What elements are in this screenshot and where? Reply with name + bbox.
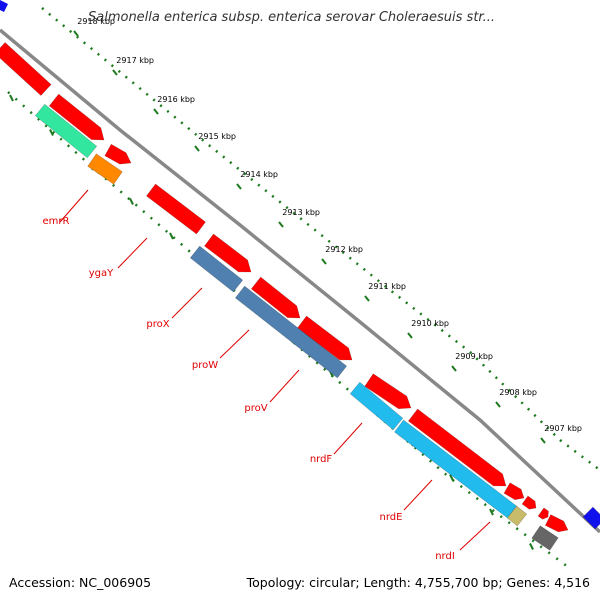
scale-tick: [112, 69, 118, 76]
inner-tick: [529, 543, 534, 550]
cog-feature: [506, 505, 528, 527]
scale-tick: [278, 221, 284, 228]
label-leader-lines: [59, 189, 491, 551]
scale-tick: [364, 295, 370, 302]
scale-label: 2909 kbp: [455, 352, 493, 361]
inner-tick: [449, 474, 454, 481]
genome-summary-text: Topology: circular; Length: 4,755,700 bp…: [246, 575, 590, 590]
cds-feature: [407, 408, 507, 487]
scale-label: 2915 kbp: [198, 132, 236, 141]
gene-label: proV: [244, 403, 267, 414]
scale-label: 2907 kbp: [544, 424, 582, 433]
cog-feature: [394, 419, 517, 519]
inner-scale-dots: [7, 91, 573, 571]
scale-label: 2916 kbp: [157, 95, 195, 104]
label-leader: [117, 237, 148, 269]
cds-feature: [297, 315, 353, 361]
cog-feature: [349, 381, 404, 431]
label-leader: [333, 422, 363, 455]
scale-tick: [73, 30, 79, 37]
scale-tick: [407, 332, 413, 339]
cds-feature: [0, 42, 52, 96]
scale-tick: [321, 258, 327, 265]
gene-label: ygaY: [89, 268, 114, 279]
scale-tick: [153, 108, 159, 115]
scale-label: 2918 kbp: [77, 17, 115, 26]
cog-feature: [0, 0, 8, 12]
cds-feature: [544, 514, 569, 533]
inner-tick: [169, 232, 174, 240]
cog-feature: [189, 245, 244, 293]
gene-label: proW: [192, 360, 218, 371]
label-leader: [59, 189, 89, 223]
gene-label: nrdI: [435, 551, 455, 562]
label-leader: [403, 479, 433, 511]
gene-label: nrdE: [380, 512, 403, 523]
gene-label: emrR: [43, 216, 70, 227]
cds-feature: [364, 373, 412, 410]
gene-label: nrdF: [310, 454, 333, 465]
genome-backbone: [0, 28, 600, 534]
label-leader: [459, 521, 491, 551]
cds-feature: [204, 233, 252, 273]
cog-feature: [234, 285, 348, 379]
scale-tick: [194, 145, 200, 152]
cds-feature: [521, 495, 537, 510]
cds-feature: [104, 143, 132, 165]
scale-label: 2913 kbp: [282, 208, 320, 217]
cog-feature: [34, 103, 98, 159]
inner-tick: [49, 129, 54, 136]
scale-tick: [540, 437, 546, 444]
cog-feature: [582, 506, 600, 530]
cds-feature: [146, 183, 206, 235]
scale-label: 2908 kbp: [499, 388, 537, 397]
label-leader: [269, 369, 300, 403]
accession-text: Accession: NC_006905: [9, 575, 152, 590]
cds-feature: [48, 93, 105, 141]
scale-label: 2914 kbp: [240, 170, 278, 179]
cog-feature: [531, 525, 559, 551]
gene-labels: emrR ygaY proX proW proV nrdF nrdE nrdI: [43, 216, 455, 562]
scale-tick: [236, 183, 242, 190]
cog-feature: [87, 153, 123, 185]
inner-tick: [9, 94, 14, 102]
inner-tick: [489, 508, 494, 516]
outer-scale-dots: [41, 7, 600, 471]
gene-label: proX: [146, 319, 169, 330]
cds-feature: [250, 276, 301, 319]
gene-features: [0, 0, 600, 551]
scale-tick: [451, 365, 457, 372]
label-leader: [219, 329, 250, 359]
scale-tick: [495, 401, 501, 408]
label-leader: [171, 287, 203, 319]
cds-feature: [537, 507, 549, 520]
genome-title: Salmonella enterica subsp. enterica sero…: [88, 10, 495, 25]
scale-label: 2910 kbp: [411, 319, 449, 328]
cds-feature: [503, 482, 525, 501]
scale-label: 2917 kbp: [116, 56, 154, 65]
scale-label: 2912 kbp: [325, 245, 363, 254]
inner-tick: [129, 198, 134, 205]
backbone-arc: [0, 28, 600, 534]
scale-label: 2911 kbp: [368, 282, 406, 291]
